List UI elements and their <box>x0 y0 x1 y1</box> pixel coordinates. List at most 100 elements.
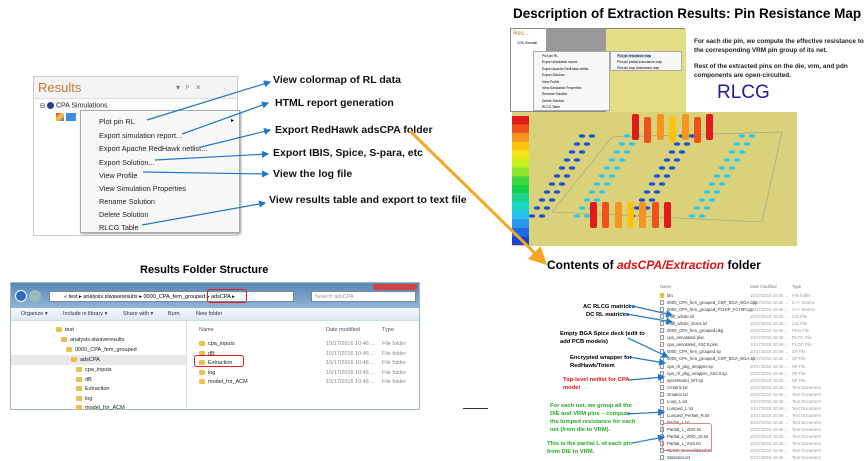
mini-submenu-item[interactable]: Plot pin resistance map <box>617 54 652 58</box>
menu-item-rlcg-table[interactable]: RLCG Table <box>99 222 139 232</box>
file-row-type[interactable]: File folder <box>382 350 407 357</box>
file-row[interactable]: mult_whole_dcres.lvl 10/17/2016 10:46 ...… <box>660 320 828 327</box>
file-row-type[interactable]: File folder <box>382 379 407 386</box>
file-row-date[interactable]: 10/17/2016 10:46 ... <box>326 360 375 367</box>
mini-submenu-item[interactable]: Plot pin partial inductance map <box>617 60 663 64</box>
pin-dot <box>748 134 756 138</box>
mini-menu-item[interactable]: View Profile <box>542 79 560 84</box>
file-name: Partial_L_VDD_15.txt <box>667 434 709 439</box>
nav-item[interactable]: 0000_CPA_fem_grouped <box>66 347 137 353</box>
file-row[interactable]: Lumped_L.txt 10/17/2016 10:46 ... Text Doc… <box>660 405 828 412</box>
nav-item[interactable]: dB <box>76 377 92 383</box>
organize-button[interactable]: Organize ▾ <box>21 311 48 317</box>
column-type[interactable]: Type <box>382 327 394 333</box>
file-row[interactable]: 0000_CPA_fem_grouped_CSP_BGA_BGA.sp 10/17… <box>660 355 828 362</box>
close-icon[interactable]: × <box>196 83 201 92</box>
file-row-name[interactable]: log <box>199 370 215 376</box>
file-row[interactable]: 0000_CPA_fem_grouped.pkg 10/17/2016 10:46… <box>660 327 828 334</box>
file-row[interactable]: Cmatrix.txt 10/17/2016 10:46 ... Text Docu… <box>660 384 828 391</box>
mini-menu-item[interactable]: Delete Solution <box>542 98 565 103</box>
burn-button[interactable]: Burn <box>168 311 180 317</box>
expand-icon[interactable]: ⊟ <box>40 103 46 110</box>
file-type: Text Document <box>792 455 821 461</box>
file-row[interactable]: mult_whole.lvl 10/17/2016 10:46 ... LVL Fi… <box>660 313 828 320</box>
pin-icon[interactable]: ᵖ <box>186 83 190 92</box>
menu-item-export-solution[interactable]: Export Solution... <box>99 157 155 167</box>
file-row[interactable]: Lumped_PerNet_R.txt 10/17/2016 10:46 ... T… <box>660 412 828 419</box>
file-row-type[interactable]: File folder <box>382 369 407 376</box>
file-row-date[interactable]: 10/17/2016 10:46 ... <box>326 350 375 357</box>
file-type: SP File <box>792 356 806 362</box>
explorer-titlebar: « test ▸ analysis.siwaveresults ▸ 0000_C… <box>11 283 419 308</box>
file-name: Lumped_L.txt <box>667 405 694 411</box>
file-date: 10/17/2016 10:46 ... <box>750 448 789 454</box>
nav-item-selected[interactable]: adsCPA <box>71 357 100 363</box>
file-row[interactable]: 0000_CPA_fem_grouped_CSP_BGA_BGA.cpp 10/1… <box>660 299 828 306</box>
menu-item-plot-pin-rl[interactable]: Plot pin RL <box>99 117 135 126</box>
navigation-pane: test analysis.siwaveresults 0000_CPA_fem… <box>11 321 187 411</box>
mini-menu-item[interactable]: Export Solution... <box>542 73 568 78</box>
share-with-button[interactable]: Share with ▾ <box>123 311 154 317</box>
resistance-pillar <box>615 202 622 228</box>
menu-item-delete-solution[interactable]: Delete Solution <box>99 209 149 219</box>
file-row-type[interactable]: File folder <box>382 341 407 347</box>
mini-menu-item[interactable]: Export simulation report... <box>542 60 580 65</box>
file-name: Statistics.txt <box>667 455 690 461</box>
mini-menu-item[interactable]: Plot pin RL <box>542 54 559 58</box>
column-header[interactable]: Date modified <box>750 284 777 289</box>
mini-menu-item[interactable]: RLCG Table <box>542 105 560 110</box>
window-controls[interactable] <box>373 284 417 290</box>
nav-item[interactable]: log <box>76 396 92 402</box>
forward-button[interactable] <box>29 290 41 302</box>
mini-menu-item[interactable]: Export Apache RedHawk netlist... <box>542 66 591 71</box>
column-header[interactable]: Name <box>660 284 672 289</box>
menu-item-rename-solution[interactable]: Rename Solution <box>99 196 155 206</box>
menu-item-view-profile[interactable]: View Profile <box>99 170 138 180</box>
file-row-date[interactable]: 10/17/2016 10:46 ... <box>326 341 375 347</box>
file-row-type[interactable]: File folder <box>382 360 407 367</box>
file-row-name[interactable]: dB <box>199 351 215 357</box>
menu-item-view-simulation-properties[interactable]: View Simulation Properties <box>99 183 187 193</box>
nav-item[interactable]: Extraction <box>76 386 109 392</box>
nav-item[interactable]: cpa_inputs <box>76 367 112 373</box>
file-row[interactable]: cpa_annotated.ploc 10/17/2016 10:46 ... PL… <box>660 334 828 341</box>
mini-menu-item[interactable]: Rename Solution <box>542 92 568 97</box>
file-row-name[interactable]: model_for_ACM <box>199 379 248 385</box>
file-row[interactable]: spiceModel_WT.sp 10/17/2016 10:46 ... SP F… <box>660 377 828 384</box>
column-date-modified[interactable]: Date modified <box>326 327 360 333</box>
file-row-date[interactable]: 10/17/2016 10:46 ... <box>326 379 375 386</box>
selected-solution-node[interactable] <box>66 113 76 121</box>
file-name: cpa_annotated.ploc <box>667 335 705 341</box>
file-row[interactable]: bin 10/17/2016 10:46 ... File folder <box>660 292 828 299</box>
file-row[interactable]: 0000_CPA_fem_grouped_FCHIP_FCHIP.cpp 10/1… <box>660 306 828 313</box>
file-row[interactable]: Loop_L.txt 10/17/2016 10:46 ... Text Docum… <box>660 398 828 405</box>
file-icon <box>660 349 664 355</box>
file-row-name[interactable]: Extraction <box>199 360 232 366</box>
file-row[interactable]: Gmatrix.txt 10/17/2016 10:46 ... Text Docu… <box>660 391 828 398</box>
nav-item[interactable]: model_for_ACM <box>76 405 125 411</box>
file-row[interactable]: cpa_rh_pkg_wrapper.sp 10/17/2016 10:46 ..… <box>660 363 828 370</box>
pin-dot <box>578 134 586 138</box>
pin-dropdown-icon[interactable]: ▾ <box>176 83 181 92</box>
column-name[interactable]: Name <box>199 327 214 333</box>
menu-item-export-simulation-report[interactable]: Export simulation report... <box>99 130 183 140</box>
address-bar[interactable]: « test ▸ analysis.siwaveresults ▸ 0000_C… <box>49 291 294 302</box>
file-row-name[interactable]: cpa_inputs <box>199 341 235 347</box>
file-row[interactable]: cpa_annotated_ASCII.ploc 10/17/2016 10:46… <box>660 341 828 348</box>
file-row[interactable]: 0000_CPA_fem_grouped.sp 10/17/2016 10:46 … <box>660 348 828 355</box>
search-input[interactable]: Search adsCPA <box>311 291 416 302</box>
file-type: C++ Source <box>792 307 815 313</box>
menu-item-export-redhawk-netlist[interactable]: Export Apache RedHawk netlist... <box>99 144 208 153</box>
new-folder-button[interactable]: New folder <box>196 311 223 317</box>
back-button[interactable] <box>15 290 27 302</box>
mini-menu-item[interactable]: View Simulation Properties <box>542 86 582 90</box>
pin-dot <box>603 166 611 170</box>
mini-submenu-item[interactable]: Plot pin loop inductance map <box>617 66 660 70</box>
include-in-library-button[interactable]: Include in library ▾ <box>63 311 108 317</box>
file-row[interactable]: cpa_rh_pkg_wrapper_ASCII.sp 10/17/2016 10… <box>660 370 828 377</box>
tree-root[interactable]: ⊟ CPA Simulations <box>40 102 108 109</box>
nav-item[interactable]: analysis.siwaveresults <box>61 337 124 343</box>
column-header[interactable]: Type <box>792 284 802 289</box>
file-row-date[interactable]: 10/17/2016 10:46 ... <box>326 369 375 376</box>
nav-item[interactable]: test <box>56 327 74 333</box>
